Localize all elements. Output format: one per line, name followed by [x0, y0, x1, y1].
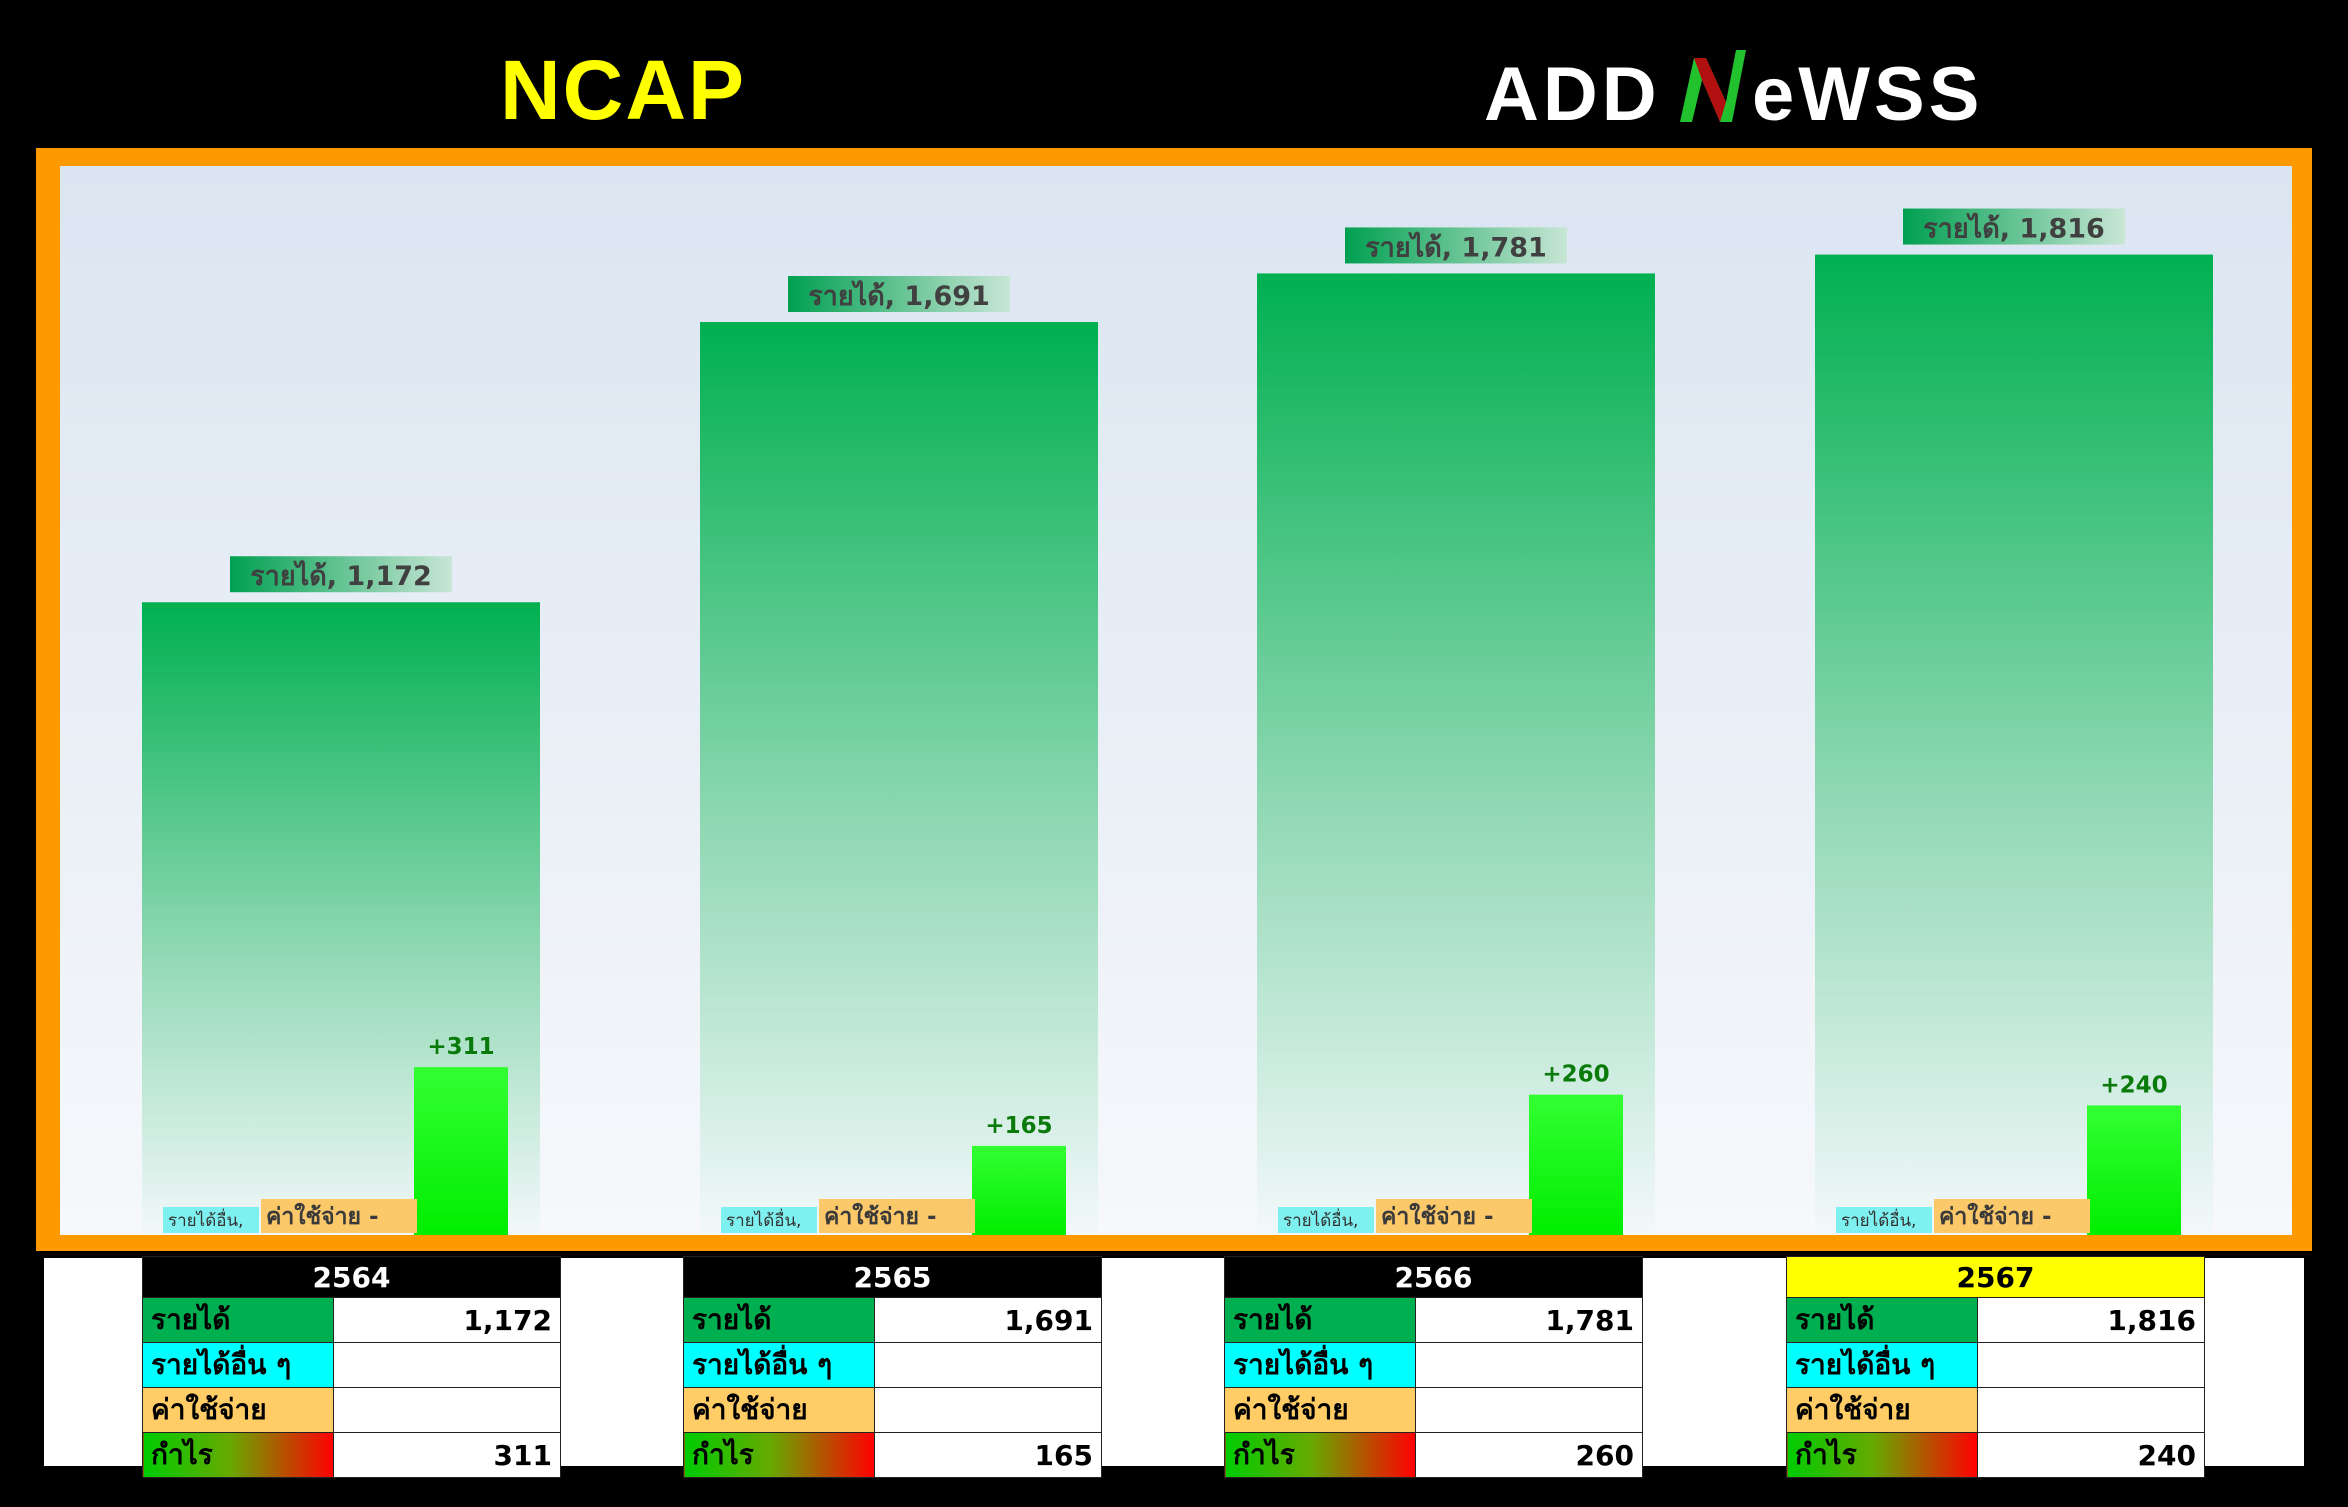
row-value: 1,781 [1415, 1297, 1643, 1343]
revenue-data-label: รายได้, 1,816 [1923, 213, 2105, 245]
row-label: ค่าใช้จ่าย [1786, 1387, 1978, 1433]
year-header: 2565 [683, 1256, 1102, 1298]
row-label: รายได้อื่น ๆ [142, 1342, 334, 1388]
row-label: รายได้ [142, 1297, 334, 1343]
other-income-data-label: รายได้อื่น, [1283, 1208, 1358, 1231]
chart-svg: รายได้, 1,172 +311 รายได้อื่น, ค่าใช้จ่าย -… [142, 208, 2213, 1235]
other-income-label-bg [1836, 1207, 1932, 1233]
row-value [1977, 1342, 2205, 1388]
row-value [1415, 1387, 1643, 1433]
profit-bar [414, 1067, 508, 1235]
year-header: 2567 [1786, 1256, 2205, 1298]
row-label: ค่าใช้จ่าย [1224, 1387, 1416, 1433]
profit-data-label: +240 [2100, 1072, 2167, 1098]
expense-label-bg [819, 1199, 975, 1233]
revenue-data-label: รายได้, 1,691 [808, 280, 990, 312]
row-value: 1,816 [1977, 1297, 2205, 1343]
row-value [874, 1387, 1102, 1433]
svg-text:eWSS: eWSS [1752, 52, 1983, 137]
other-income-data-label: รายได้อื่น, [726, 1208, 801, 1231]
row-label: รายได้อื่น ๆ [683, 1342, 875, 1388]
revenue-data-label: รายได้, 1,172 [250, 560, 432, 592]
chart-title: NCAP [500, 43, 747, 137]
row-label: รายได้ [1224, 1297, 1416, 1343]
svg-text:ADD: ADD [1484, 52, 1661, 137]
plot-area: รายได้, 1,172 +311 รายได้อื่น, ค่าใช้จ่าย -… [60, 166, 2292, 1235]
other-income-data-label: รายได้อื่น, [168, 1208, 243, 1231]
other-income-data-label: รายได้อื่น, [1841, 1208, 1916, 1231]
row-label: กำไร [1224, 1432, 1416, 1478]
row-label: รายได้อื่น ๆ [1786, 1342, 1978, 1388]
profit-bar [1529, 1094, 1623, 1235]
row-value: 1,691 [874, 1297, 1102, 1343]
year-summary-table: 2564 รายได้ 1,172 รายได้อื่น ๆค่าใช้จ่าย กำไ… [142, 1256, 561, 1478]
expense-data-label: ค่าใช้จ่าย - [1939, 1202, 2052, 1230]
expense-label-bg [1934, 1199, 2090, 1233]
row-label: กำไร [683, 1432, 875, 1478]
row-label: รายได้อื่น ๆ [1224, 1342, 1416, 1388]
revenue-bar [700, 322, 1098, 1235]
profit-data-label: +260 [1542, 1062, 1609, 1088]
row-value [333, 1387, 561, 1433]
revenue-bar [1815, 254, 2213, 1235]
row-value: 240 [1977, 1432, 2205, 1478]
revenue-data-label: รายได้, 1,781 [1365, 231, 1547, 263]
row-value [1977, 1387, 2205, 1433]
profit-bar [2087, 1105, 2181, 1235]
expense-data-label: ค่าใช้จ่าย - [824, 1202, 937, 1230]
row-value: 260 [1415, 1432, 1643, 1478]
revenue-label-bg [230, 556, 452, 593]
row-label: กำไร [1786, 1432, 1978, 1478]
year-header: 2566 [1224, 1256, 1643, 1298]
other-income-label-bg [1278, 1207, 1374, 1233]
expense-data-label: ค่าใช้จ่าย - [266, 1202, 379, 1230]
row-value [333, 1342, 561, 1388]
expense-label-bg [261, 1199, 417, 1233]
addnewss-logo: ADD eWSS [1484, 50, 1983, 137]
year-summary-table: 2565 รายได้ 1,691 รายได้อื่น ๆค่าใช้จ่าย กำไ… [683, 1256, 1102, 1478]
row-value [1415, 1342, 1643, 1388]
row-value [874, 1342, 1102, 1388]
profit-data-label: +165 [985, 1113, 1052, 1139]
row-label: ค่าใช้จ่าย [142, 1387, 334, 1433]
year-header: 2564 [142, 1256, 561, 1298]
profit-data-label: +311 [427, 1034, 494, 1060]
other-income-label-bg [163, 1207, 259, 1233]
row-value: 311 [333, 1432, 561, 1478]
revenue-label-bg [1903, 208, 2125, 245]
row-value: 165 [874, 1432, 1102, 1478]
row-value: 1,172 [333, 1297, 561, 1343]
row-label: รายได้ [1786, 1297, 1978, 1343]
revenue-bar [1257, 273, 1655, 1235]
year-summary-table: 2566 รายได้ 1,781 รายได้อื่น ๆค่าใช้จ่าย กำไ… [1224, 1256, 1643, 1478]
year-summary-table: 2567 รายได้ 1,816 รายได้อื่น ๆค่าใช้จ่าย กำไ… [1786, 1256, 2205, 1478]
profit-bar [972, 1145, 1066, 1235]
row-label: กำไร [142, 1432, 334, 1478]
expense-data-label: ค่าใช้จ่าย - [1381, 1202, 1494, 1230]
other-income-label-bg [721, 1207, 817, 1233]
revenue-label-bg [788, 276, 1010, 313]
row-label: รายได้ [683, 1297, 875, 1343]
row-label: ค่าใช้จ่าย [683, 1387, 875, 1433]
expense-label-bg [1376, 1199, 1532, 1233]
revenue-label-bg [1345, 227, 1567, 264]
